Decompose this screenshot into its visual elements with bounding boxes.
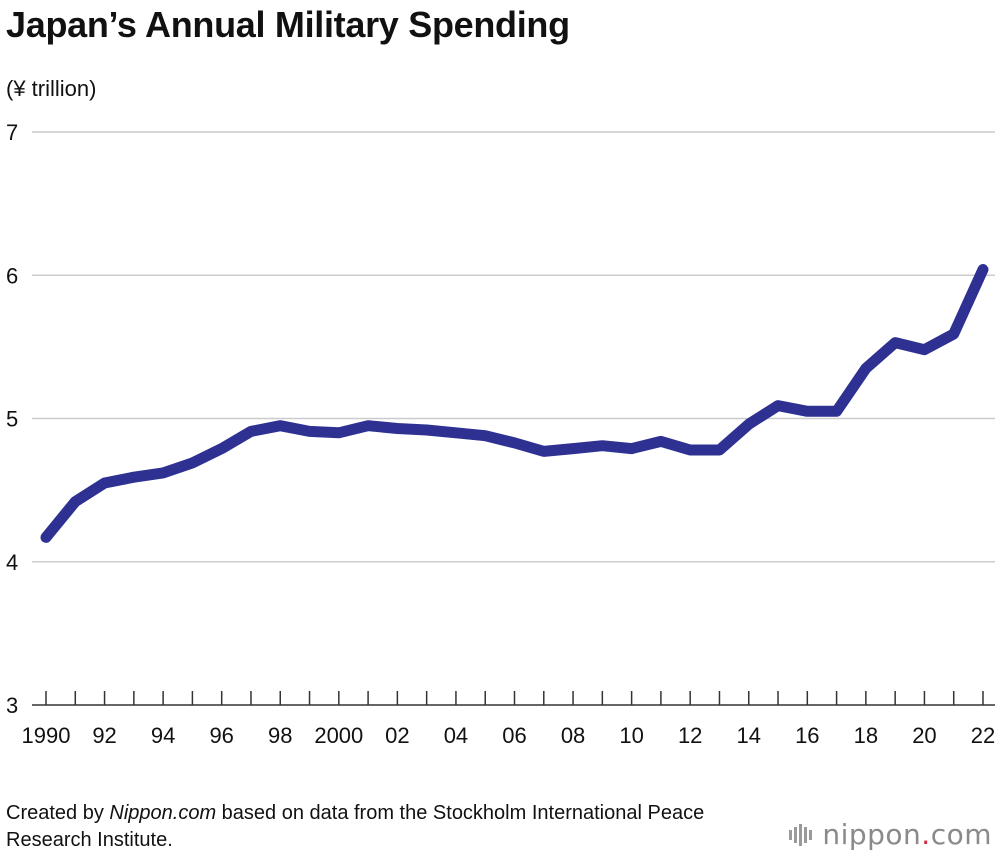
source-prefix: Created by [6,802,110,824]
x-tick-label: 04 [444,723,468,748]
data-point [865,367,867,369]
data-point [338,432,340,434]
data-point [806,410,808,412]
x-tick-label: 08 [561,723,585,748]
data-point [104,482,106,484]
logo-word: nippon [822,818,922,851]
x-tick-label: 02 [385,723,409,748]
data-point [601,445,603,447]
grid-lines [32,131,995,563]
data-point [484,435,486,437]
data-point [309,430,311,432]
x-tick-label: 20 [912,723,936,748]
line-chart: 3 4 5 6 7 1990 92 94 96 98 2000 02 04 06 08 10 12 14 16 18… [6,120,996,748]
x-tick-label: 92 [92,723,116,748]
x-tick-label: 2000 [314,723,363,748]
logo-bars-icon [789,823,814,846]
data-point [631,448,633,450]
source-site: Nippon.com [109,802,217,824]
x-tick-label: 10 [619,723,643,748]
data-point [221,448,223,450]
data-point [74,501,76,503]
data-point [250,430,252,432]
logo-tld: com [930,818,992,851]
y-axis-unit-label: (¥ trillion) [6,76,97,101]
data-point [894,342,896,344]
data-point [191,462,193,464]
series-layer [40,264,989,543]
data-point [162,472,164,474]
nippon-logo: nippon. com [789,818,992,851]
data-point [514,442,516,444]
data-point [953,333,955,335]
data-point [367,425,369,427]
x-tick-labels: 1990 92 94 96 98 2000 02 04 06 08 10 12 14 16 18 20 22 [22,723,996,748]
source-suffix: based on data from the Stockholm Interna… [6,802,705,851]
y-tick-label: 6 [6,263,18,288]
data-point [455,432,457,434]
x-tick-label: 96 [209,723,233,748]
data-point [396,428,398,430]
y-tick-labels: 3 4 5 6 7 [6,120,18,718]
data-point [689,449,691,451]
series-line [40,264,989,543]
source-note: Created by Nippon.com based on data from… [6,800,706,854]
data-point [923,349,925,351]
x-tick-label: 06 [502,723,526,748]
data-point [279,425,281,427]
data-point [777,405,779,407]
x-axis [32,691,995,706]
y-tick-label: 5 [6,407,18,432]
data-point [748,423,750,425]
y-tick-label: 3 [6,693,18,718]
x-tick-label: 16 [795,723,819,748]
data-point [836,410,838,412]
y-tick-label: 4 [6,550,18,575]
data-point [572,448,574,450]
x-tick-label: 14 [737,723,761,748]
data-point [982,269,984,271]
x-tick-label: 22 [971,723,995,748]
y-tick-label: 7 [6,120,18,145]
data-point [45,536,47,538]
data-point [133,476,135,478]
data-point [543,450,545,452]
chart-title: Japan’s Annual Military Spending [6,4,570,45]
x-tick-label: 94 [151,723,175,748]
data-point [719,449,721,451]
data-point [426,429,428,431]
logo-dot: . [921,818,931,851]
x-tick-label: 12 [678,723,702,748]
x-tick-label: 18 [854,723,878,748]
x-tick-label: 98 [268,723,292,748]
data-point [660,440,662,442]
x-tick-label: 1990 [22,723,71,748]
